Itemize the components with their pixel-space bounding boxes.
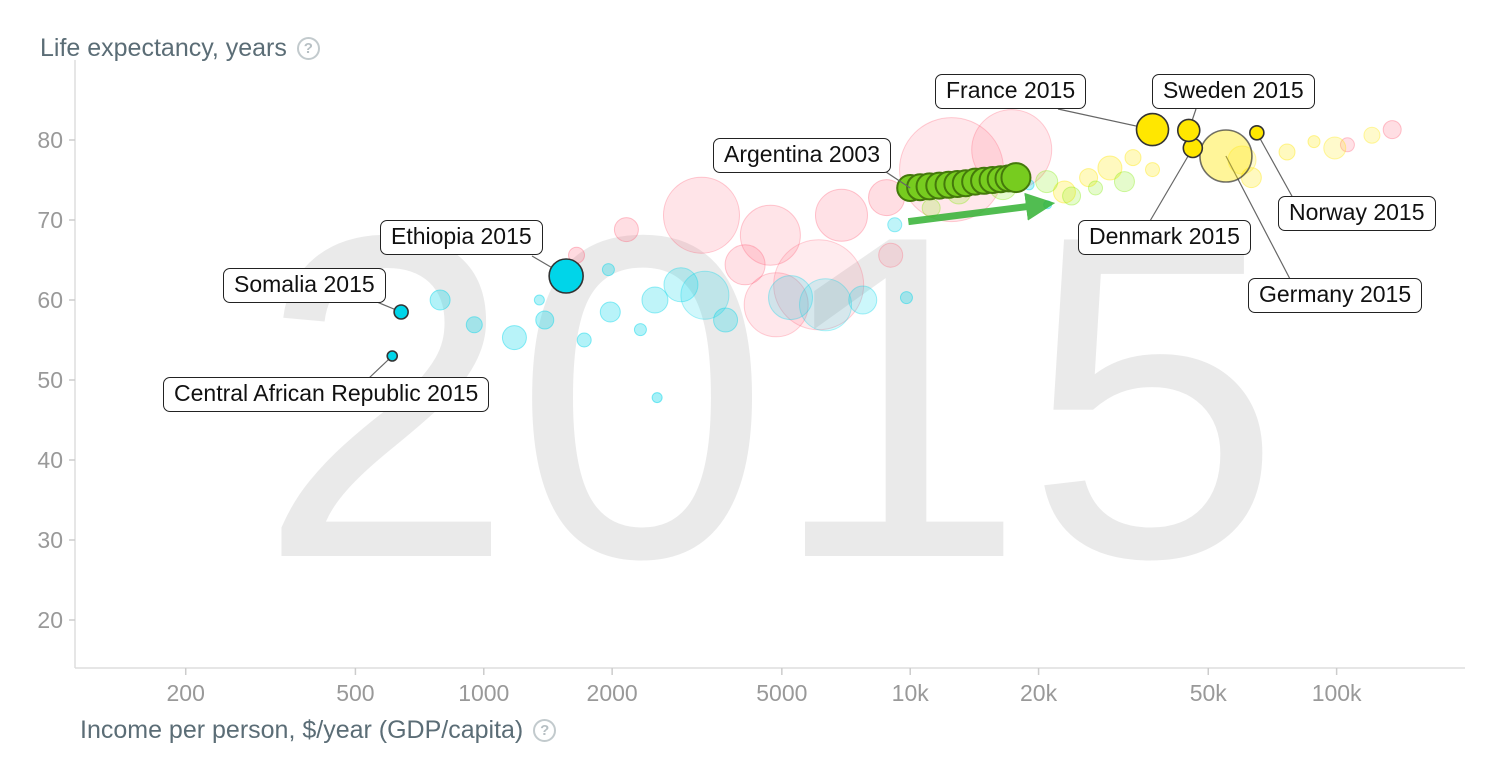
- label-leader-line: [885, 171, 911, 189]
- bubble-france-2015[interactable]: [1135, 112, 1170, 147]
- background-bubble[interactable]: [641, 286, 669, 314]
- background-bubble[interactable]: [899, 291, 913, 305]
- country-label-central-african-republic-2015[interactable]: Central African Republic 2015: [163, 377, 490, 412]
- x-tick-label: 20k: [1020, 680, 1058, 706]
- y-axis-title-text: Life expectancy, years: [40, 34, 287, 62]
- x-tick-label: 200: [167, 680, 205, 706]
- y-tick-label: 40: [37, 447, 63, 473]
- bubble-somalia-2015[interactable]: [393, 304, 409, 320]
- country-label-denmark-2015[interactable]: Denmark 2015: [1078, 220, 1251, 255]
- country-label-somalia-2015[interactable]: Somalia 2015: [223, 268, 386, 303]
- y-tick-label: 70: [37, 207, 63, 233]
- country-label-argentina-2003[interactable]: Argentina 2003: [713, 138, 892, 173]
- y-tick-label: 20: [37, 607, 63, 633]
- y-tick-label: 80: [37, 127, 63, 153]
- background-bubble[interactable]: [1113, 171, 1135, 193]
- background-bubble[interactable]: [887, 217, 903, 233]
- background-bubble[interactable]: [651, 392, 663, 404]
- trail-arrow: [907, 192, 1056, 226]
- background-bubble[interactable]: [878, 242, 904, 268]
- background-bubble[interactable]: [1079, 168, 1099, 188]
- x-axis-title: Income per person, $/year (GDP/capita) ?: [80, 716, 557, 745]
- background-bubble[interactable]: [599, 301, 621, 323]
- background-bubble[interactable]: [1307, 135, 1321, 149]
- background-bubble[interactable]: [724, 244, 766, 286]
- background-bubble[interactable]: [1052, 180, 1076, 204]
- country-label-ethiopia-2015[interactable]: Ethiopia 2015: [380, 220, 543, 255]
- country-label-sweden-2015[interactable]: Sweden 2015: [1152, 74, 1315, 109]
- x-tick-label: 5000: [756, 680, 807, 706]
- background-bubble[interactable]: [576, 332, 592, 348]
- background-bubble[interactable]: [1035, 170, 1059, 194]
- background-bubble[interactable]: [1382, 120, 1402, 140]
- background-bubble[interactable]: [465, 316, 483, 334]
- background-bubble[interactable]: [814, 188, 868, 242]
- x-tick-label: 2000: [587, 680, 638, 706]
- help-icon[interactable]: ?: [533, 719, 557, 742]
- country-label-france-2015[interactable]: France 2015: [935, 74, 1087, 109]
- background-bubble[interactable]: [1062, 186, 1082, 206]
- background-bubble[interactable]: [799, 278, 853, 332]
- background-bubble[interactable]: [768, 275, 814, 321]
- x-tick-label: 10k: [892, 680, 930, 706]
- background-bubble[interactable]: [1339, 137, 1355, 153]
- bubble-central-african-republic-2015[interactable]: [386, 350, 399, 362]
- background-bubble[interactable]: [1124, 149, 1142, 167]
- background-bubble[interactable]: [533, 294, 545, 306]
- label-leader-line: [1149, 147, 1194, 222]
- background-bubble[interactable]: [1323, 136, 1347, 160]
- y-axis-title: Life expectancy, years ?: [40, 34, 320, 63]
- background-bubble[interactable]: [633, 323, 647, 337]
- help-icon[interactable]: ?: [296, 37, 320, 60]
- background-bubble[interactable]: [501, 325, 527, 351]
- background-bubble[interactable]: [1278, 143, 1296, 161]
- x-tick-label: 1000: [458, 680, 509, 706]
- background-bubble[interactable]: [739, 204, 801, 266]
- x-tick-label: 500: [336, 680, 374, 706]
- label-leader-line: [1225, 155, 1291, 280]
- y-tick-label: 30: [37, 527, 63, 553]
- background-bubble[interactable]: [1097, 155, 1123, 181]
- background-bubble[interactable]: [429, 289, 451, 311]
- background-bubble[interactable]: [613, 217, 639, 243]
- trail-bubble-argentina-2015[interactable]: [1000, 162, 1032, 194]
- background-bubble[interactable]: [1145, 162, 1161, 178]
- label-leader-line: [1256, 132, 1294, 199]
- bubble-sweden-2015[interactable]: [1176, 118, 1201, 143]
- background-bubble[interactable]: [713, 307, 739, 333]
- background-bubble[interactable]: [1363, 126, 1381, 144]
- y-tick-label: 60: [37, 287, 63, 313]
- background-bubble[interactable]: [743, 272, 809, 338]
- bubble-norway-2015[interactable]: [1249, 125, 1265, 141]
- bubble-ethiopia-2015[interactable]: [548, 258, 584, 294]
- background-bubble[interactable]: [773, 239, 865, 331]
- background-bubble[interactable]: [1088, 180, 1104, 196]
- x-axis-title-text: Income per person, $/year (GDP/capita): [80, 716, 524, 744]
- bubble-germany-2015[interactable]: [1199, 129, 1253, 183]
- y-tick-label: 50: [37, 367, 63, 393]
- x-tick-label: 100k: [1312, 680, 1362, 706]
- background-bubble[interactable]: [662, 176, 740, 254]
- background-bubble[interactable]: [663, 267, 699, 303]
- background-bubble[interactable]: [601, 263, 615, 277]
- background-bubble[interactable]: [535, 310, 555, 330]
- country-label-norway-2015[interactable]: Norway 2015: [1278, 196, 1436, 231]
- background-bubble[interactable]: [848, 285, 878, 315]
- background-bubble[interactable]: [680, 270, 730, 320]
- country-label-germany-2015[interactable]: Germany 2015: [1248, 278, 1423, 313]
- x-tick-label: 50k: [1190, 680, 1228, 706]
